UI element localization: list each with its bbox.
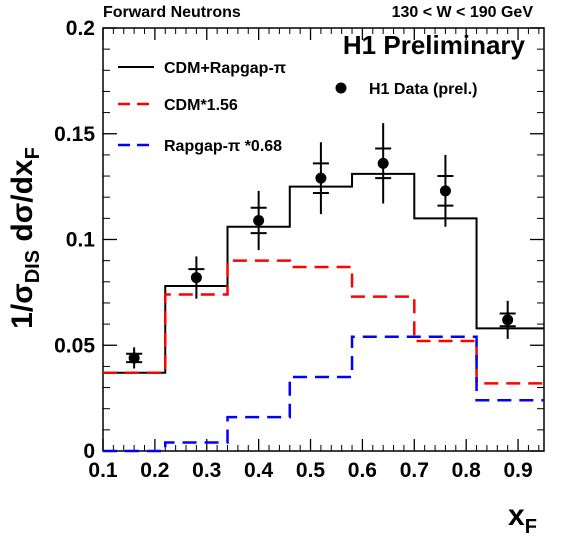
series-rapgap xyxy=(103,335,544,453)
series-cdm xyxy=(103,259,544,385)
data-point xyxy=(250,190,267,251)
data-marker xyxy=(439,185,451,197)
data-point xyxy=(499,300,516,339)
x-tick-label: 0.9 xyxy=(503,459,532,482)
y-tick-label: 0 xyxy=(83,440,95,463)
data-point xyxy=(312,142,329,215)
h1-preliminary-label: H1 Preliminary xyxy=(343,30,526,60)
series-cdm-rapgap xyxy=(103,172,544,374)
x-tick-label: 0.8 xyxy=(452,459,482,482)
y-tick-label: 0.2 xyxy=(66,17,95,40)
y-axis-label: 1/σDIS dσ/dxF xyxy=(6,147,44,329)
y-tick-label: 0.15 xyxy=(54,123,95,146)
data-marker xyxy=(502,314,514,326)
data-marker xyxy=(128,352,140,364)
data-marker xyxy=(253,214,265,226)
x-tick-label: 0.3 xyxy=(192,459,221,482)
x-tick-label: 0.7 xyxy=(400,459,429,482)
data-point xyxy=(375,123,392,204)
data-marker xyxy=(190,272,202,284)
x-tick-label: 0.4 xyxy=(244,459,274,482)
x-tick-label: 0.2 xyxy=(140,459,169,482)
header-right-label: 130 < W < 190 GeV xyxy=(392,4,534,21)
axis-ticks: 0.1 0.2 0.3 0.4 0.5 0.6 0.7 0.8 0.9 0 0.05 0.1 0.15 0… xyxy=(54,17,544,482)
plot-frame xyxy=(102,27,545,452)
series-layer xyxy=(103,172,544,453)
data-point xyxy=(188,256,205,299)
legend-label-data: H1 Data (prel.) xyxy=(369,81,477,98)
legend: CDM+Rapgap-π CDM*1.56 Rapgap-π *0.68 H1 … xyxy=(118,60,477,155)
x-tick-label: 0.1 xyxy=(88,459,118,482)
data-point xyxy=(437,154,454,227)
data-marker xyxy=(377,157,389,169)
data-point xyxy=(126,347,143,369)
data-marker xyxy=(315,172,327,184)
legend-label-cdm: CDM*1.56 xyxy=(164,97,238,114)
legend-label-cdm-rapgap: CDM+Rapgap-π xyxy=(164,60,286,77)
x-tick-label: 0.6 xyxy=(348,459,377,482)
legend-marker-data xyxy=(335,82,347,94)
x-axis-label: xF xyxy=(508,499,537,538)
x-tick-label: 0.5 xyxy=(296,459,326,482)
data-points-layer xyxy=(126,123,516,369)
y-tick-label: 0.1 xyxy=(66,229,96,252)
legend-label-rapgap: Rapgap-π *0.68 xyxy=(164,138,282,155)
header-left-label: Forward Neutrons xyxy=(103,4,241,21)
y-tick-label: 0.05 xyxy=(54,334,95,357)
